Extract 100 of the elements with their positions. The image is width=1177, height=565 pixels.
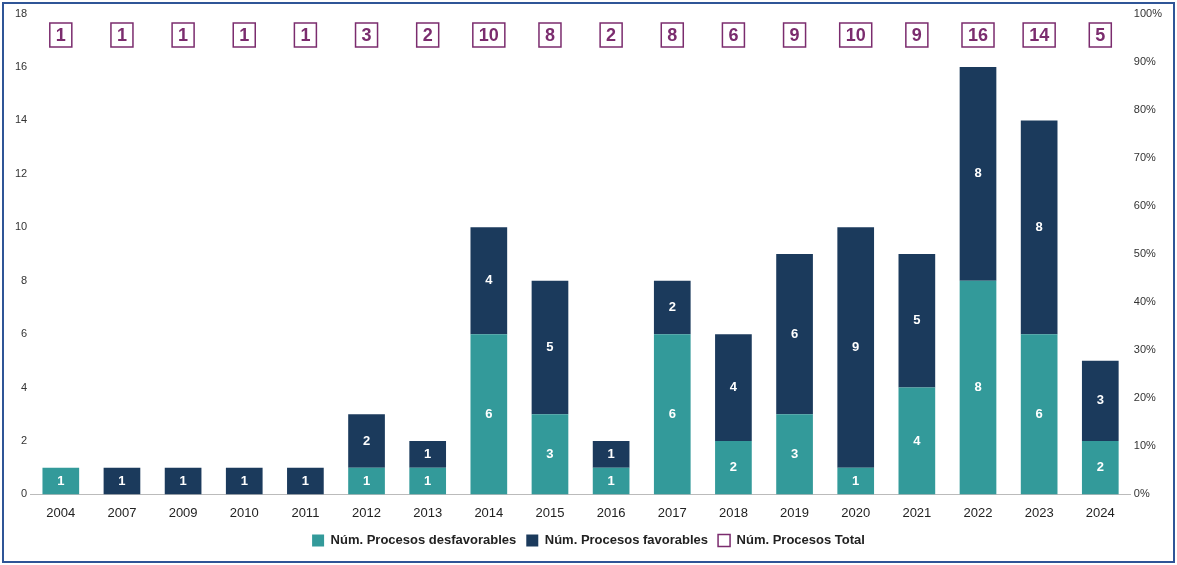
bar: [531, 414, 569, 495]
x-tick-label: 2024: [1085, 504, 1115, 520]
y2-tick-label: 40%: [1133, 295, 1157, 308]
data-label: 2: [729, 459, 738, 475]
data-label: 2: [1096, 459, 1104, 475]
annotation: 9: [789, 24, 800, 45]
annotation: 1: [55, 24, 66, 45]
data-label: 3: [546, 445, 554, 461]
y2-tick-label: 0%: [1133, 487, 1150, 500]
y-tick-label: 6: [21, 327, 28, 340]
legend-label: Núm. Procesos desfavorables: [330, 532, 517, 548]
bar: [164, 467, 202, 495]
y2-tick-label: 100%: [1133, 6, 1163, 19]
bar: [898, 254, 936, 388]
annotation: 10: [478, 24, 499, 45]
data-label: 6: [790, 325, 799, 341]
x-tick-label: 2017: [657, 504, 687, 520]
bar: [103, 467, 141, 495]
legend-label: Núm. Procesos favorables: [544, 532, 709, 548]
annotation: 3: [361, 24, 372, 45]
data-label: 8: [974, 165, 982, 181]
bar: [837, 467, 875, 495]
bar: [715, 334, 752, 441]
data-label: 1: [362, 472, 371, 488]
y-tick-label: 2: [21, 434, 28, 447]
data-label: 1: [607, 472, 615, 488]
data-label: 1: [57, 472, 65, 488]
annotation: 8: [667, 24, 678, 45]
y-tick-label: 4: [21, 380, 28, 393]
x-tick-label: 2013: [413, 504, 443, 520]
y-tick-label: 14: [14, 113, 28, 126]
bar: [348, 414, 385, 468]
x-tick-label: 2018: [718, 504, 748, 520]
data-label: 1: [118, 472, 126, 488]
x-tick-label: 2023: [1024, 504, 1054, 520]
legend-label: Núm. Procesos Total: [736, 532, 865, 548]
y2-tick-label: 80%: [1133, 102, 1157, 115]
data-label: 5: [546, 339, 554, 355]
bar: [653, 280, 691, 335]
bar: [225, 467, 263, 495]
annotation: 16: [967, 24, 989, 45]
bar: [959, 280, 997, 495]
bar: [653, 334, 691, 495]
bar: [837, 227, 875, 468]
x-tick-label: 2019: [780, 504, 810, 520]
data-label: 1: [607, 445, 615, 461]
bar: [42, 467, 80, 495]
bar: [409, 467, 447, 495]
annotation: 9: [911, 24, 922, 45]
data-label: 3: [790, 445, 799, 461]
annotation: 1: [239, 24, 250, 45]
x-tick-label: 2021: [902, 504, 932, 520]
x-tick-label: 2010: [229, 504, 259, 520]
x-tick-label: 2009: [168, 504, 198, 520]
data-label: 8: [974, 379, 982, 395]
y2-tick-label: 70%: [1133, 150, 1157, 163]
bar: [592, 467, 630, 495]
x-tick-label: 2015: [535, 504, 565, 520]
data-label: 1: [424, 472, 432, 488]
bar: [470, 334, 508, 495]
bar: [959, 67, 997, 281]
data-label: 9: [852, 339, 860, 355]
bar: [715, 440, 752, 495]
bar: [348, 467, 385, 495]
x-tick-label: 2012: [352, 504, 381, 520]
annotation: 1: [116, 24, 127, 45]
x-tick-label: 2007: [107, 504, 137, 520]
data-label: 6: [485, 405, 493, 421]
y2-tick-label: 60%: [1133, 198, 1157, 211]
y2-tick-label: 50%: [1133, 247, 1157, 260]
bar: [409, 440, 447, 468]
y-tick-label: 0: [21, 487, 28, 500]
annotation: 8: [544, 24, 555, 45]
bar: [898, 387, 936, 495]
data-label: 5: [913, 312, 921, 328]
data-label: 6: [1035, 405, 1043, 421]
data-label: 1: [179, 472, 187, 488]
data-label: 1: [240, 472, 248, 488]
data-label: 4: [913, 432, 922, 448]
annotation: 1: [300, 24, 311, 45]
bar: [531, 280, 569, 415]
annotation: 1: [178, 24, 189, 45]
bar: [287, 467, 324, 495]
x-tick-label: 2004: [46, 504, 76, 520]
data-label: 1: [301, 472, 310, 488]
y-tick-label: 16: [14, 60, 28, 73]
x-tick-label: 2022: [963, 504, 993, 520]
y-tick-label: 18: [14, 6, 28, 19]
data-label: 4: [729, 379, 738, 395]
data-label: 2: [362, 432, 371, 448]
bar: [592, 440, 630, 468]
data-label: 6: [668, 405, 676, 421]
bar: [776, 414, 813, 495]
y2-tick-label: 10%: [1133, 439, 1157, 452]
bar: [1020, 120, 1058, 335]
annotation: 5: [1095, 24, 1106, 45]
data-label: 4: [485, 272, 494, 288]
bar: [1081, 440, 1119, 495]
bar: [1081, 360, 1119, 441]
bar: [1020, 334, 1058, 495]
